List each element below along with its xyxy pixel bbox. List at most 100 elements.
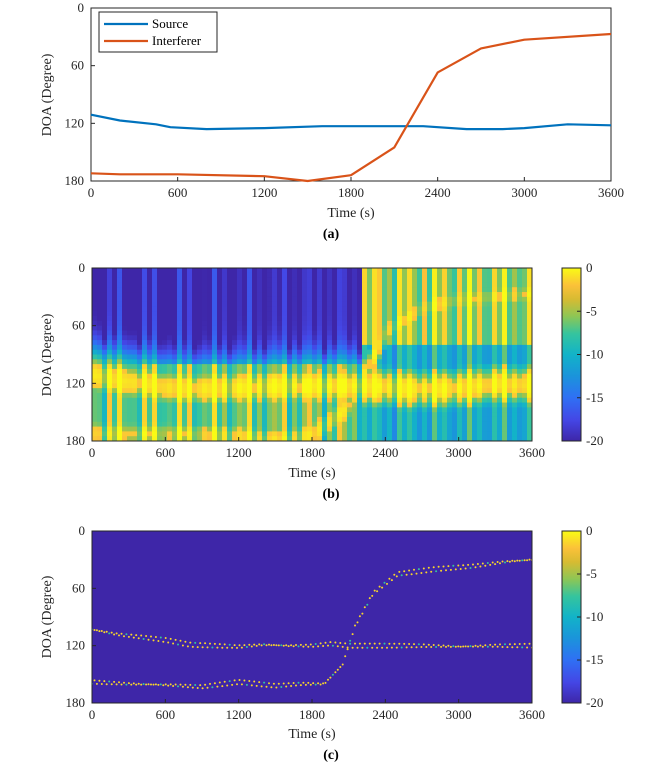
heatmap-cell <box>317 359 323 365</box>
colorbar-tick-label: 0 <box>586 260 593 275</box>
heatmap-cell <box>462 373 468 379</box>
heatmap-cell <box>167 330 173 336</box>
heatmap-cell <box>267 373 273 379</box>
scatter-point <box>518 643 521 645</box>
heatmap-cell <box>97 436 103 441</box>
heatmap-cell <box>527 320 532 327</box>
heatmap-cell <box>402 402 408 408</box>
heatmap-cell <box>142 325 148 331</box>
scatter-point <box>245 683 248 686</box>
heatmap-cell <box>212 349 218 355</box>
heatmap-cell <box>282 292 288 298</box>
heatmap-cell <box>287 402 293 408</box>
heatmap-cell <box>357 416 363 423</box>
heatmap-cell <box>297 421 303 427</box>
heatmap-cell <box>482 359 488 365</box>
heatmap-cell <box>182 287 188 293</box>
heatmap-cell <box>427 368 433 375</box>
heatmap-cell <box>117 277 123 283</box>
heatmap-cell <box>487 311 493 317</box>
heatmap-cell <box>92 301 98 307</box>
heatmap-cell <box>402 306 408 312</box>
heatmap-cell <box>387 436 393 441</box>
heatmap-cell <box>167 277 173 283</box>
heatmap-cell <box>502 306 508 312</box>
heatmap-cell <box>262 421 268 427</box>
heatmap-cell <box>252 368 258 375</box>
heatmap-cell <box>352 402 358 408</box>
heatmap-cell <box>312 268 318 274</box>
heatmap-cell <box>157 272 163 279</box>
heatmap-cell <box>237 296 243 303</box>
heatmap-cell <box>122 431 128 437</box>
heatmap-cell <box>492 354 498 360</box>
heatmap-cell <box>157 436 163 441</box>
heatmap-cell <box>412 335 418 341</box>
heatmap-cell <box>232 412 238 418</box>
heatmap-cell <box>447 383 453 389</box>
heatmap-cell <box>357 388 363 394</box>
heatmap-cell <box>312 416 318 423</box>
heatmap-cell <box>137 402 143 408</box>
heatmap-cell <box>462 407 468 413</box>
heatmap-cell <box>292 282 298 288</box>
heatmap-cell <box>307 436 313 441</box>
scatter-point <box>513 643 516 646</box>
heatmap-cell <box>132 306 138 312</box>
heatmap-cell <box>212 296 218 303</box>
heatmap-cell <box>222 292 228 298</box>
heatmap-cell <box>102 320 108 327</box>
heatmap-cell <box>302 301 308 307</box>
heatmap-cell <box>242 325 248 331</box>
scatter-point <box>398 642 401 645</box>
scatter-point <box>260 685 263 688</box>
heatmap-cell <box>462 306 468 312</box>
heatmap-cell <box>107 426 113 432</box>
scatter-point <box>120 632 123 635</box>
scatter-point <box>312 645 315 648</box>
heatmap-cell <box>92 292 98 298</box>
heatmap-cell <box>312 306 318 312</box>
heatmap-cell <box>412 301 418 307</box>
heatmap-cell <box>457 436 463 441</box>
heatmap-cell <box>92 296 98 303</box>
heatmap-cell <box>342 306 348 312</box>
heatmap-cell <box>322 287 328 293</box>
heatmap-cell <box>177 373 183 379</box>
heatmap-cell <box>512 397 518 403</box>
heatmap-cell <box>247 383 253 389</box>
heatmap-cell <box>222 373 228 379</box>
heatmap-cell <box>342 421 348 427</box>
heatmap-cell <box>187 407 193 413</box>
scatter-point <box>137 682 140 685</box>
heatmap-cell <box>422 378 428 384</box>
heatmap-cell <box>247 344 253 351</box>
heatmap-cell <box>92 287 98 293</box>
heatmap-cell <box>257 311 263 317</box>
heatmap-cell <box>377 373 383 379</box>
heatmap-cell <box>242 368 248 375</box>
heatmap-cell <box>252 426 258 432</box>
heatmap-cell <box>442 383 448 389</box>
scatter-point <box>255 644 258 647</box>
scatter-point <box>336 668 339 671</box>
heatmap-cell <box>272 364 278 370</box>
heatmap-cell <box>367 431 373 437</box>
scatter-point <box>201 687 204 690</box>
heatmap-cell <box>472 407 478 413</box>
scatter-point <box>430 646 433 648</box>
heatmap-cell <box>372 311 378 317</box>
heatmap-cell <box>287 431 293 437</box>
heatmap-cell <box>137 287 143 293</box>
heatmap-cell <box>217 287 223 293</box>
heatmap-cell <box>167 354 173 360</box>
heatmap-cell <box>147 416 153 423</box>
heatmap-cell <box>292 277 298 283</box>
heatmap-cell <box>517 272 523 279</box>
heatmap-cell <box>457 287 463 293</box>
heatmap-cell <box>182 412 188 418</box>
scatter-point <box>238 644 241 647</box>
heatmap-cell <box>382 330 388 336</box>
heatmap-cell <box>247 388 253 394</box>
heatmap-cell <box>527 325 532 331</box>
